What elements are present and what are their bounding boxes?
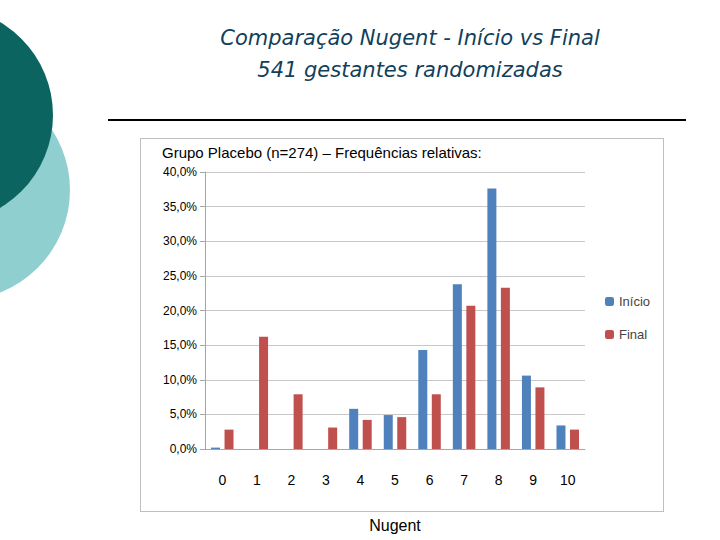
svg-text:0: 0 — [218, 472, 226, 488]
svg-text:6: 6 — [426, 472, 434, 488]
svg-text:9: 9 — [529, 472, 537, 488]
svg-text:4: 4 — [357, 472, 365, 488]
svg-text:40,0%: 40,0% — [163, 165, 197, 179]
svg-text:35,0%: 35,0% — [163, 200, 197, 214]
svg-text:0,0%: 0,0% — [170, 442, 198, 456]
svg-text:Nugent: Nugent — [369, 517, 421, 534]
svg-text:7: 7 — [460, 472, 468, 488]
svg-text:30,0%: 30,0% — [163, 234, 197, 248]
svg-text:1: 1 — [253, 472, 261, 488]
html-text:Comparação Nugent - Início vs: Comparação Nugent - Início vs Final — [220, 26, 600, 50]
svg-text:8: 8 — [495, 472, 503, 488]
svg-text:10,0%: 10,0% — [163, 373, 197, 387]
html-text:541 gestantes randomizadas: 541 gestantes randomizadas — [257, 58, 563, 82]
svg-text:20,0%: 20,0% — [163, 304, 197, 318]
svg-text:Início: Início — [619, 294, 650, 309]
svg-text:25,0%: 25,0% — [163, 269, 197, 283]
svg-text:Final: Final — [619, 327, 647, 342]
svg-text:3: 3 — [322, 472, 330, 488]
svg-text:15,0%: 15,0% — [163, 338, 197, 352]
svg-text:10: 10 — [560, 472, 576, 488]
svg-text:Grupo Placebo (n=274) – Frequê: Grupo Placebo (n=274) – Frequências rela… — [162, 144, 482, 161]
svg-text:5: 5 — [391, 472, 399, 488]
svg-text:5,0%: 5,0% — [170, 407, 198, 421]
svg-text:2: 2 — [287, 472, 295, 488]
